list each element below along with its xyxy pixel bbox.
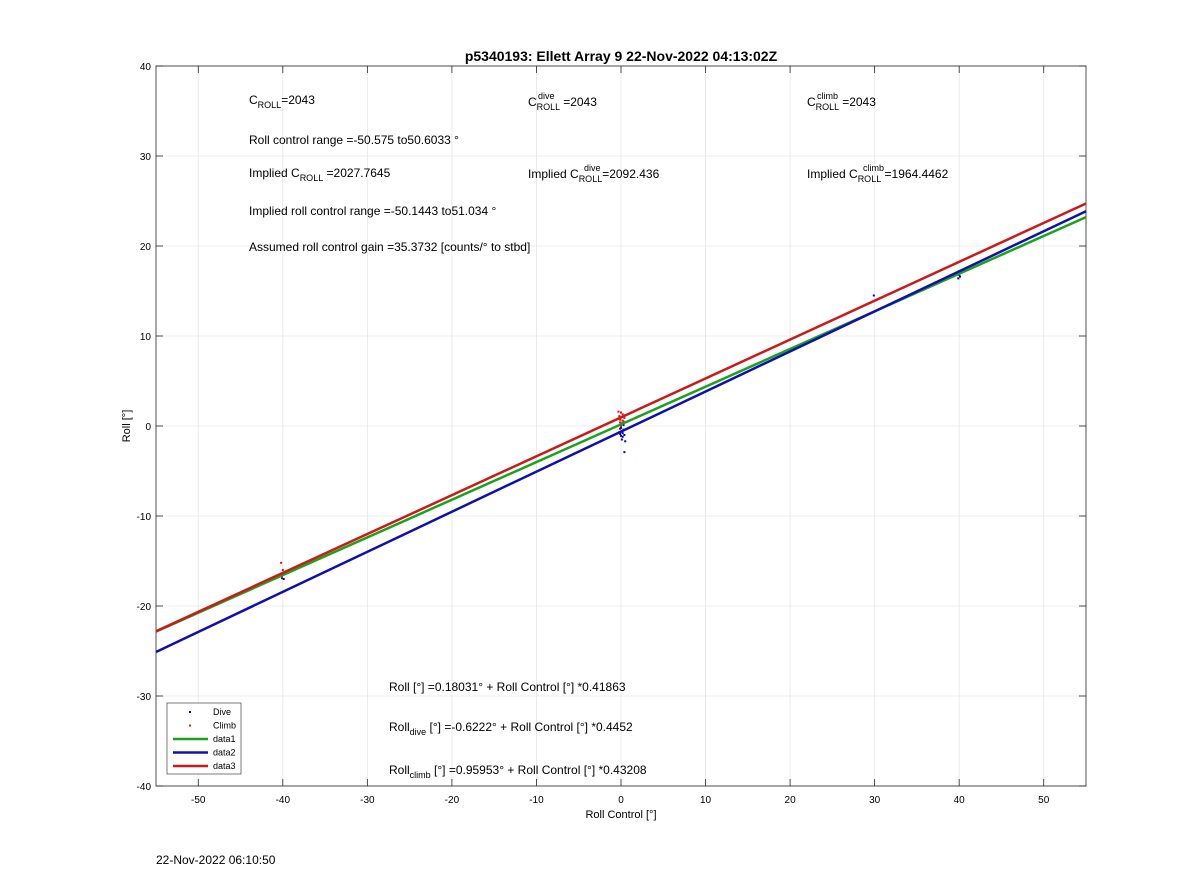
series-data3-line [155,202,1087,633]
y-tick-label: -20 [137,602,152,613]
legend-dive-label: Dive [213,707,231,717]
c-roll-dive-sup: dive [538,91,555,101]
legend-data3-label: data3 [213,761,236,771]
dive-point [621,432,624,435]
y-tick-label: 0 [145,422,151,433]
dive-point [620,434,622,437]
c-roll-dive-annotation: CROLL =2043 [528,95,597,112]
dive-point [621,435,624,438]
y-tick-label: 10 [140,332,152,343]
climb-point [617,410,620,413]
x-tick-label: -40 [276,795,291,806]
y-tick-label: 30 [140,152,152,163]
implied-c-roll: Implied CROLL =2027.7645 [249,166,391,183]
dive-point [282,578,285,580]
x-tick-label: 30 [869,795,881,806]
dive-point [957,277,960,280]
roll-control-range: Roll control range =-50.575 to50.6033 ° [249,133,459,147]
x-axis-label: Roll Control [°] [585,809,656,821]
equation-climb: Rollclimb [°] =0.95953° + Roll Control [… [389,763,647,780]
x-tick-label: 10 [700,795,712,806]
y-tick-label: -30 [137,692,152,703]
legend: Dive Climb data1 data2 data3 [166,702,242,775]
climb-point [620,411,622,414]
legend-data2-label: data2 [213,748,236,758]
implied-c-roll-climb: Implied CROLL =1964.4462 [807,167,949,184]
x-tick-label: -30 [360,795,375,806]
y-tick-label: 20 [140,242,152,253]
climb-point [618,415,621,418]
y-tick-label: -10 [137,512,152,523]
dive-point [620,438,623,441]
climb-point [621,413,624,416]
dive-point [872,294,875,297]
climb-point [623,416,626,419]
legend-climb-marker [189,724,191,727]
climb-point [619,418,622,421]
y-axis-label: Roll [°] [121,410,133,443]
x-tick-label: 0 [618,795,624,806]
legend-data1-label: data1 [213,734,236,744]
c-roll-climb-annotation: CROLL =2043 [807,95,876,112]
x-tick-label: 20 [785,795,797,806]
implied-c-roll-dive-sup: dive [584,163,601,173]
dive-point [959,275,962,278]
climb-point [280,576,283,579]
gain-annotation: Assumed roll control gain =35.3732 [coun… [249,240,530,254]
climb-point [281,569,284,571]
x-tick-label: -10 [529,795,544,806]
legend-climb-label: Climb [213,721,236,731]
plot-area [155,202,1087,654]
dive-point [622,424,625,427]
climb-point [619,421,622,424]
dive-point [623,451,626,454]
c-roll-annotation: CROLL=2043 [249,93,315,110]
climb-point [620,425,622,427]
equation-dive: Rolldive [°] =-0.6222° + Roll Control [°… [389,720,633,737]
dive-point [619,433,622,436]
implied-range: Implied roll control range =-50.1443 to5… [249,204,496,218]
x-tick-label: 50 [1038,795,1050,806]
x-tick-label: -50 [191,795,206,806]
implied-c-roll-climb-sup: climb [863,163,884,173]
implied-c-roll-dive: Implied CROLL=2092.436 [528,167,660,184]
annotations: CROLL=2043 CROLL =2043 dive CROLL =2043 cl… [249,91,949,780]
c-roll-climb-sup: climb [817,91,838,101]
climb-point [280,561,283,564]
series-data1-line [155,216,1087,633]
x-ticks: -50 -40 -30 -20 -10 0 10 20 30 40 50 [191,66,1050,806]
series-data2-line [155,210,1087,654]
equation-all: Roll [°] =0.18031° + Roll Control [°] *0… [389,680,626,694]
x-tick-label: -20 [445,795,460,806]
x-tick-label: 40 [954,795,966,806]
dive-point [623,434,626,436]
climb-point [621,419,624,422]
y-tick-label: 40 [140,62,152,73]
chart-title: p5340193: Ellett Array 9 22-Nov-2022 04:… [465,48,778,64]
dive-point [619,427,622,430]
legend-dive-marker [189,711,191,713]
y-ticks: -40 -30 -20 -10 0 10 20 30 40 [137,62,1086,793]
footer-timestamp: 22-Nov-2022 06:10:50 [156,853,276,867]
y-tick-label: -40 [137,782,152,793]
dive-point [624,440,627,443]
